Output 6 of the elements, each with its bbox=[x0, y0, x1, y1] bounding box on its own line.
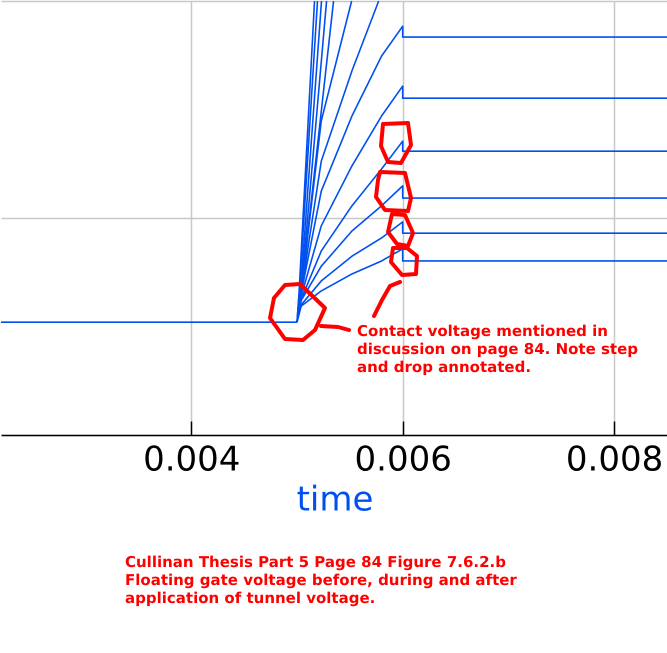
x-tick-label: 0.004 bbox=[143, 440, 240, 480]
x-axis-title: time bbox=[296, 480, 374, 520]
x-tick-label: 0.006 bbox=[354, 440, 452, 480]
annotation: Contact voltage mentioned in discussion on page 84. Note step and drop annotated. bbox=[357, 322, 640, 376]
text: Cullinan Thesis Part 5 Page 84 Figure 7.6.2.b Floating gate voltage before, during and after application of tunnel voltage. bbox=[125, 553, 518, 607]
x-tick-label: 0.008 bbox=[566, 440, 664, 480]
